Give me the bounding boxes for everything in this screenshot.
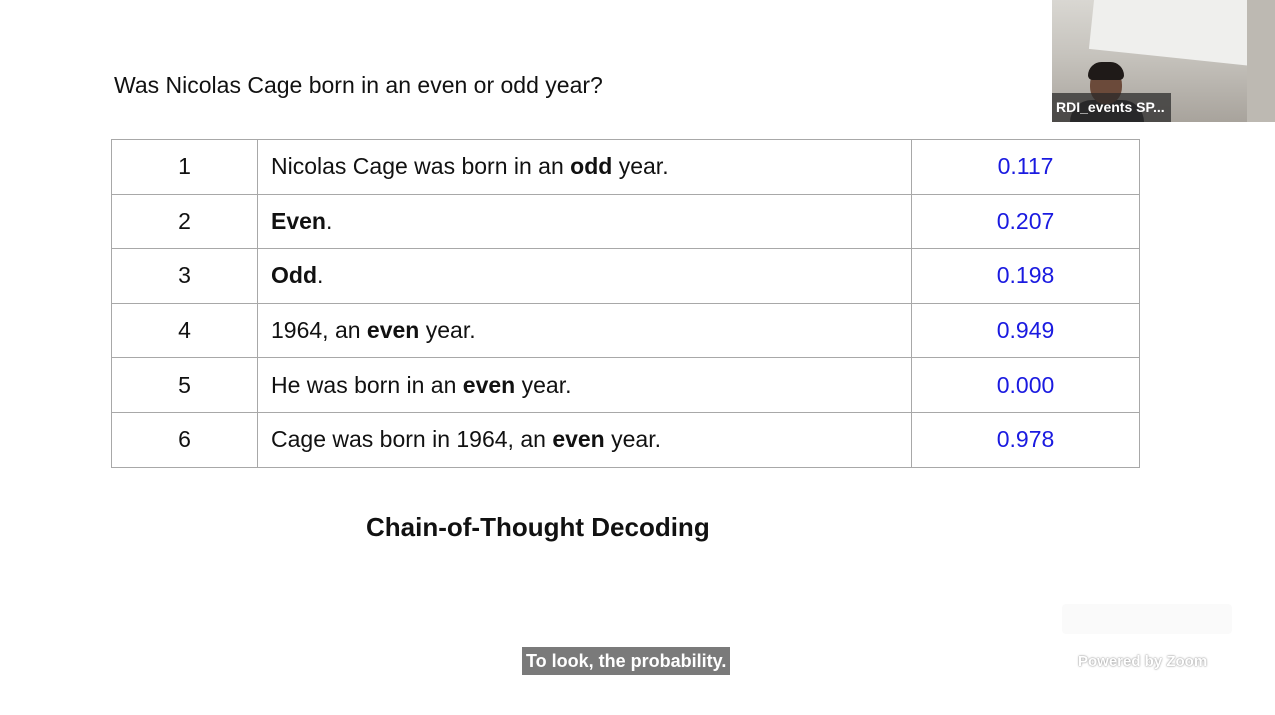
answer-text-post: . [325,207,333,234]
answer-cell: Even. [257,193,912,250]
rank-cell: 3 [111,248,258,304]
method-title: Chain-of-Thought Decoding [366,512,710,542]
decoding-paths-table: 1 Nicolas Cage was born in an odd year. … [111,139,1140,468]
wall-background [1247,0,1275,122]
speaker-hair [1088,62,1124,80]
answer-text-post: . [317,262,324,289]
answer-text-pre: 1964, an [271,317,367,344]
answer-text-post: year. [515,371,572,398]
table-row: 6 Cage was born in 1964, an even year. 0… [111,411,1140,468]
score-cell: 0.000 [911,357,1140,413]
answer-cell: He was born in an even year. [257,357,912,413]
rank-cell: 4 [111,302,258,359]
answer-text-bold: even [552,426,605,453]
answer-text-post: year. [419,317,476,344]
answer-text-post: year. [612,153,669,180]
table-row: 4 1964, an even year. 0.949 [111,302,1140,359]
answer-text-pre: Nicolas Cage was born in an [271,153,571,180]
answer-text-pre: He was born in an [271,371,463,398]
rank-cell: 5 [111,357,258,413]
answer-cell: Cage was born in 1964, an even year. [257,411,912,468]
answer-text-post: year. [604,426,662,453]
answer-cell: Nicolas Cage was born in an odd year. [257,139,912,195]
answer-text-bold: even [462,371,516,398]
answer-text-bold: Odd [271,262,317,289]
rank-cell: 2 [111,193,258,250]
answer-text-bold: odd [570,153,613,180]
score-cell: 0.978 [911,411,1140,468]
answer-cell: 1964, an even year. [257,302,912,359]
table-row: 2 Even. 0.207 [111,193,1140,250]
participant-video-tile[interactable]: RDI_events SP... [1052,0,1275,122]
answer-text-bold: Even [271,207,326,234]
answer-text-bold: even [366,317,420,344]
table-row: 1 Nicolas Cage was born in an odd year. … [111,139,1140,195]
score-cell: 0.207 [911,193,1140,250]
table-row: 3 Odd. 0.198 [111,248,1140,304]
rank-cell: 6 [111,411,258,468]
score-cell: 0.198 [911,248,1140,304]
participant-name-label: RDI_events SP... [1052,93,1171,122]
answer-cell: Odd. [257,248,912,304]
score-cell: 0.949 [911,302,1140,359]
score-cell: 0.117 [911,139,1140,195]
rank-cell: 1 [111,139,258,195]
zoom-logo-watermark [1062,604,1232,634]
table-row: 5 He was born in an even year. 0.000 [111,357,1140,413]
answer-text-pre: Cage was born in 1964, an [271,426,553,453]
powered-by-watermark: Powered by Zoom [1078,653,1208,670]
slide-question: Was Nicolas Cage born in an even or odd … [114,72,603,98]
live-caption: To look, the probability. [522,647,731,675]
